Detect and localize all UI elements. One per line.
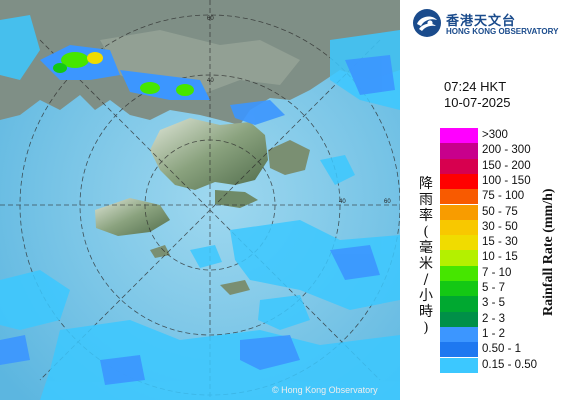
legend-title-zh: 降雨率(毫米 / 小時) — [419, 176, 433, 336]
org-name-zh: 香港天文台 — [446, 14, 517, 29]
range-ring-label: 60 — [207, 16, 214, 22]
legend-swatch — [440, 158, 478, 174]
legend-label: 15 - 30 — [482, 236, 518, 249]
legend-swatch — [440, 219, 478, 236]
legend-swatch — [440, 311, 478, 327]
legend-label: 100 - 150 — [482, 174, 531, 187]
legend-swatch — [440, 342, 478, 358]
legend-label: 1 - 2 — [482, 327, 506, 340]
eastern-islands — [268, 140, 310, 175]
legend-swatch — [440, 173, 478, 190]
radar-image: 60 60 40 40 — [0, 0, 400, 400]
lantau-island — [95, 198, 170, 236]
legend-label: 200 - 300 — [482, 144, 531, 157]
legend-label: 30 - 50 — [482, 220, 518, 233]
legend-label: 5 - 7 — [482, 282, 506, 294]
legend-swatch — [440, 296, 478, 312]
legend-label: 75 - 100 — [482, 190, 525, 203]
legend-label: 50 - 75 — [482, 205, 518, 218]
rain-medium — [0, 55, 395, 385]
legend-swatch — [440, 143, 478, 159]
legend-swatch — [440, 204, 478, 220]
radar-map[interactable]: 60 60 40 40 © Hong Kong Observatory — [0, 0, 400, 400]
timestamp: 07:24 HKT 10-07-2025 — [444, 79, 511, 111]
legend-label: 3 - 5 — [482, 297, 506, 310]
date-label: 10-07-2025 — [444, 95, 511, 110]
time-label: 07:24 HKT — [444, 79, 507, 94]
legend-panel: 香港天文台 HONG KONG OBSERVATORY 07:24 HKT 10… — [400, 0, 577, 400]
hko-logo: 香港天文台 HONG KONG OBSERVATORY — [412, 8, 572, 38]
hko-logo-icon — [413, 9, 441, 37]
legend-label: >300 — [482, 129, 508, 141]
range-ring-label: 60 — [384, 199, 391, 205]
range-ring-label: 40 — [339, 199, 346, 205]
legend-label: 0.50 - 1 — [482, 343, 521, 356]
legend-swatch — [440, 357, 478, 373]
range-ring-label: 40 — [207, 78, 214, 84]
copyright-text: © Hong Kong Observatory — [272, 385, 378, 395]
legend-swatch — [440, 265, 478, 281]
legend-label: 10 - 15 — [482, 251, 518, 264]
legend-swatch — [440, 189, 478, 205]
small-island — [220, 280, 250, 295]
legend-label: 2 - 3 — [482, 312, 506, 325]
legend-swatch — [440, 250, 478, 266]
legend-label: 150 - 200 — [482, 159, 531, 172]
legend-title-en: Rainfall Rate (mm/h) — [541, 188, 556, 316]
small-island — [150, 245, 170, 258]
org-name-en: HONG KONG OBSERVATORY — [446, 27, 559, 36]
legend-label: 0.15 - 0.50 — [482, 358, 537, 371]
rain-heavy-band — [40, 45, 210, 100]
legend-label: 7 - 10 — [482, 266, 512, 279]
legend-swatch — [440, 281, 478, 297]
legend-swatch — [440, 326, 478, 343]
legend-swatch — [440, 128, 478, 144]
legend-swatch — [440, 235, 478, 251]
hk-new-territories — [150, 118, 268, 190]
